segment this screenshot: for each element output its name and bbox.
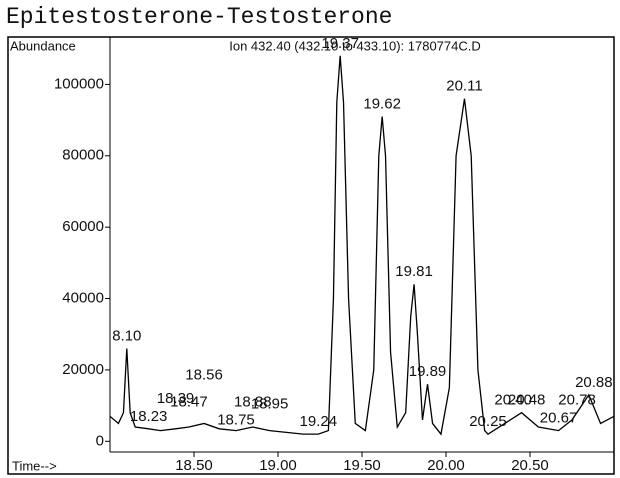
peak-label: 19.37 — [321, 35, 359, 52]
peak-label: 18.88 — [234, 393, 272, 410]
chart-title: Epitestosterone-Testosterone — [6, 4, 392, 30]
peak-label: 18.47 — [170, 393, 208, 410]
peak-label: 20.25 — [469, 413, 507, 430]
y-tick-label: 60000 — [62, 218, 104, 235]
x-tick-label: 20.00 — [427, 457, 465, 474]
x-axis-label: Time--> — [12, 458, 57, 473]
y-tick-label: 100000 — [54, 75, 104, 92]
peak-label: 18.23 — [130, 408, 168, 425]
plot-area — [110, 55, 614, 436]
frame — [7, 36, 615, 475]
peak-label: 20.48 — [508, 392, 546, 409]
peak-label: 8.10 — [112, 327, 141, 344]
x-tick-label: 20.50 — [511, 457, 549, 474]
trace-line — [110, 55, 614, 436]
peak-label: 18.75 — [217, 411, 255, 428]
peak-label: 18.56 — [185, 367, 223, 384]
peak-label: 20.88 — [575, 374, 613, 391]
y-tick-label: 40000 — [62, 290, 104, 307]
peak-label: 19.81 — [395, 263, 433, 280]
peak-label: 20.11 — [446, 78, 482, 95]
x-tick-label: 19.50 — [343, 457, 381, 474]
peak-label: 19.62 — [363, 95, 401, 112]
subtitle: Ion 432.40 (432.10 to 433.10): 1780774C.… — [229, 38, 481, 53]
peak-label: 20.78 — [558, 392, 596, 409]
y-tick-label: 80000 — [62, 147, 104, 164]
peak-label: 19.89 — [409, 363, 447, 380]
x-tick-label: 18.50 — [175, 457, 213, 474]
y-axis-label: Abundance — [10, 38, 76, 53]
y-tick-label: 0 — [96, 432, 104, 449]
y-tick-label: 20000 — [62, 361, 104, 378]
peak-label: 20.67 — [540, 410, 578, 427]
x-tick-label: 19.00 — [259, 457, 297, 474]
peak-label: 18.95 — [251, 395, 289, 412]
peak-label: 18.39 — [157, 390, 195, 407]
peak-label: 20.40 — [494, 392, 532, 409]
peak-label: 19.24 — [300, 413, 338, 430]
